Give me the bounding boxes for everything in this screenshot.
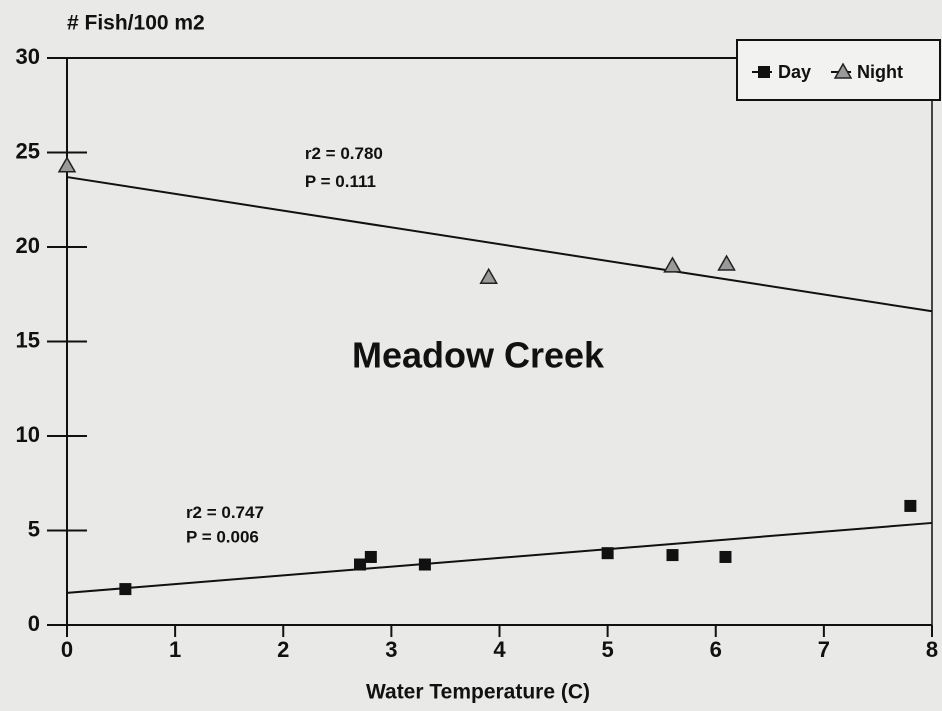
trend-line [66, 176, 933, 313]
point [601, 547, 614, 560]
point [57, 156, 77, 173]
y-axis-label: # Fish/100 m2 [67, 12, 205, 35]
x-tick-label: 7 [818, 637, 830, 662]
x-tick-label: 5 [602, 637, 614, 662]
legend: Day Night [736, 39, 941, 101]
point [904, 499, 917, 512]
x-tick-label: 4 [493, 637, 506, 662]
x-tick-label: 8 [926, 637, 938, 662]
y-tick-label: 20 [16, 233, 40, 258]
point [418, 558, 431, 571]
x-axis-label: Water Temperature (C) [366, 681, 590, 704]
point [479, 267, 498, 284]
point [364, 550, 377, 563]
point [663, 256, 682, 273]
y-tick-label: 0 [28, 611, 40, 636]
point [119, 583, 132, 596]
point [354, 558, 367, 571]
legend-marker [758, 66, 770, 78]
y-tick-label: 5 [28, 516, 40, 541]
chart-title: Meadow Creek [352, 335, 605, 376]
x-tick-label: 2 [277, 637, 289, 662]
legend-label: Day [778, 62, 811, 82]
y-tick-label: 15 [16, 327, 40, 352]
point [666, 549, 679, 562]
legend-box [736, 39, 941, 101]
y-tick-label: 10 [16, 422, 40, 447]
annotation: P = 0.111 [305, 172, 376, 191]
annotation: r2 = 0.780 [305, 144, 383, 163]
point [717, 254, 736, 271]
legend-marker [833, 62, 853, 79]
y-tick-label: 25 [16, 138, 40, 163]
x-tick-label: 3 [385, 637, 397, 662]
x-tick-label: 6 [710, 637, 722, 662]
annotation: P = 0.006 [186, 528, 259, 547]
x-tick-label: 1 [169, 637, 181, 662]
annotation: r2 = 0.747 [186, 503, 264, 522]
legend-label: Night [857, 62, 903, 82]
y-tick-label: 30 [16, 44, 40, 69]
point [719, 550, 732, 563]
x-tick-label: 0 [61, 637, 73, 662]
trend-line [66, 521, 933, 594]
